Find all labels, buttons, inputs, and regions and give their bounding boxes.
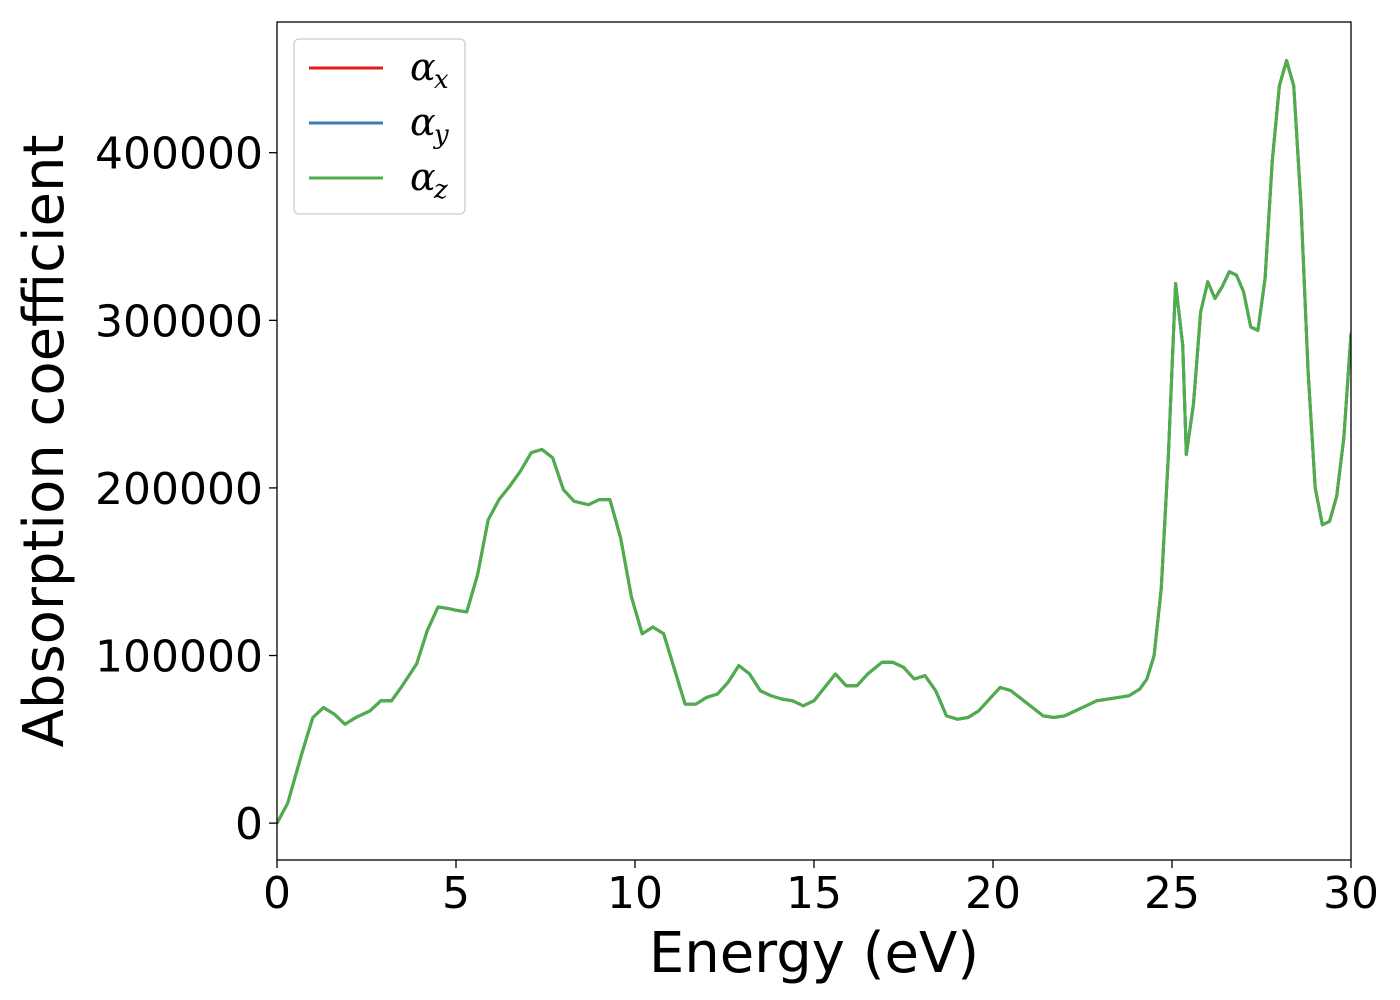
x-tick-label: 20 bbox=[965, 868, 1021, 919]
x-axis-label: Energy (eV) bbox=[649, 921, 979, 986]
x-tick-label: 10 bbox=[607, 868, 663, 919]
y-tick-label: 100000 bbox=[95, 632, 263, 683]
y-axis-label: Absorption coefficient bbox=[12, 135, 77, 748]
x-tick-label: 0 bbox=[263, 868, 291, 919]
series-line-3 bbox=[277, 59, 1351, 825]
y-tick-label: 300000 bbox=[95, 296, 263, 347]
y-tick-label: 200000 bbox=[95, 464, 263, 515]
legend-subscript: z bbox=[433, 175, 448, 205]
legend-subscript: x bbox=[434, 65, 449, 95]
legend-label: α bbox=[410, 100, 436, 144]
y-tick-label: 400000 bbox=[95, 129, 263, 180]
x-tick-label: 15 bbox=[786, 868, 842, 919]
y-tick-label: 0 bbox=[235, 799, 263, 850]
legend-subscript: y bbox=[433, 120, 449, 150]
legend-label: α bbox=[410, 155, 436, 199]
legend-box bbox=[293, 38, 466, 215]
x-tick-label: 5 bbox=[442, 868, 470, 919]
x-tick-label: 30 bbox=[1323, 868, 1379, 919]
legend-label: α bbox=[410, 45, 436, 89]
x-tick-label: 25 bbox=[1144, 868, 1200, 919]
